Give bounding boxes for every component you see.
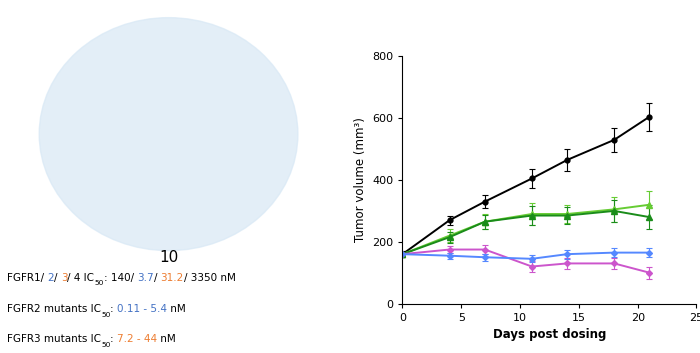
Circle shape xyxy=(39,18,298,251)
Text: FGFR3 mutants IC: FGFR3 mutants IC xyxy=(7,334,101,345)
Text: nM: nM xyxy=(167,304,186,315)
Text: :: : xyxy=(111,304,118,315)
Text: /: / xyxy=(54,273,61,283)
Text: / 3350 nM: / 3350 nM xyxy=(183,273,236,283)
Text: 3: 3 xyxy=(61,273,67,283)
Text: nM: nM xyxy=(158,334,176,345)
Text: 2: 2 xyxy=(48,273,54,283)
Text: / 4 IC: / 4 IC xyxy=(67,273,94,283)
Text: 50: 50 xyxy=(101,342,111,348)
Text: :: : xyxy=(111,334,118,345)
Text: 7.2 - 44: 7.2 - 44 xyxy=(118,334,158,345)
Text: FGFR2 mutants IC: FGFR2 mutants IC xyxy=(7,304,101,315)
X-axis label: Days post dosing: Days post dosing xyxy=(493,328,606,341)
Text: /: / xyxy=(154,273,160,283)
Text: 3.7: 3.7 xyxy=(137,273,154,283)
Text: 0.11 - 5.4: 0.11 - 5.4 xyxy=(118,304,167,315)
Text: 50: 50 xyxy=(101,312,111,318)
Text: 31.2: 31.2 xyxy=(160,273,183,283)
Y-axis label: Tumor volume (mm³): Tumor volume (mm³) xyxy=(354,118,367,243)
Text: 10: 10 xyxy=(159,250,178,265)
Text: FGFR1/: FGFR1/ xyxy=(7,273,48,283)
Text: : 140/: : 140/ xyxy=(104,273,137,283)
Text: 50: 50 xyxy=(94,280,104,286)
